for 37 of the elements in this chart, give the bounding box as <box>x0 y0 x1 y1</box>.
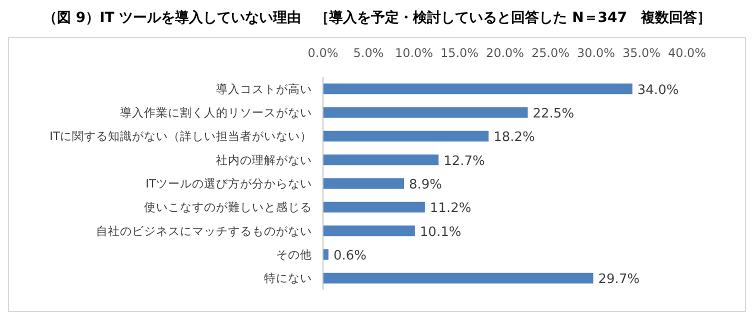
x-tick-label: 25.0% <box>531 46 570 60</box>
x-tick-label: 20.0% <box>486 46 524 60</box>
data-label: 34.0% <box>637 82 679 98</box>
x-tick-label: 10.0% <box>394 46 434 60</box>
y-tick-label: 社内の理解がない <box>216 152 312 167</box>
bar <box>323 178 404 189</box>
x-tick-label: 40.0% <box>668 46 706 60</box>
bar <box>323 154 439 166</box>
bar <box>323 107 528 118</box>
data-label: 22.5% <box>532 106 574 122</box>
x-tick-label: 0.0% <box>308 46 338 60</box>
x-tick-label: 30.0% <box>576 46 616 60</box>
chart-title: （図 9）IT ツールを導入していない理由 ［導入を予定・検討していると回答した N＝347 複数回答］ <box>42 9 712 26</box>
bar <box>323 202 425 212</box>
y-tick-label: ITに関する知識がない（詳しい担当者がいない） <box>50 129 312 144</box>
bar <box>323 249 328 260</box>
data-label: 29.7% <box>598 272 640 288</box>
y-tick-label: 使いこなすのが難しいと感じる <box>144 200 312 214</box>
y-tick-label: 導入コストが高い <box>216 82 312 96</box>
bar <box>323 272 594 284</box>
data-label: 10.1% <box>420 224 462 240</box>
y-tick-label: ITツールの選び方が分からない <box>146 176 312 190</box>
x-tick-label: 5.0% <box>353 46 384 60</box>
data-label: 8.9% <box>408 178 442 192</box>
y-tick-label: 特にない <box>264 271 312 286</box>
y-tick-label: その他 <box>276 248 312 262</box>
data-label: 12.7% <box>444 154 485 169</box>
data-label: 18.2% <box>494 130 535 146</box>
x-tick-label: 15.0% <box>440 46 479 60</box>
data-label: 11.2% <box>430 201 472 216</box>
bar <box>323 130 489 142</box>
x-tick-label: 35.0% <box>622 46 661 60</box>
y-tick-label: 導入作業に割く人的リソースがない <box>120 106 312 120</box>
bar <box>323 84 632 94</box>
data-label: 0.6% <box>333 248 366 264</box>
bar <box>323 226 415 236</box>
y-tick-label: 自社のビジネスにマッチするものがない <box>96 224 312 238</box>
